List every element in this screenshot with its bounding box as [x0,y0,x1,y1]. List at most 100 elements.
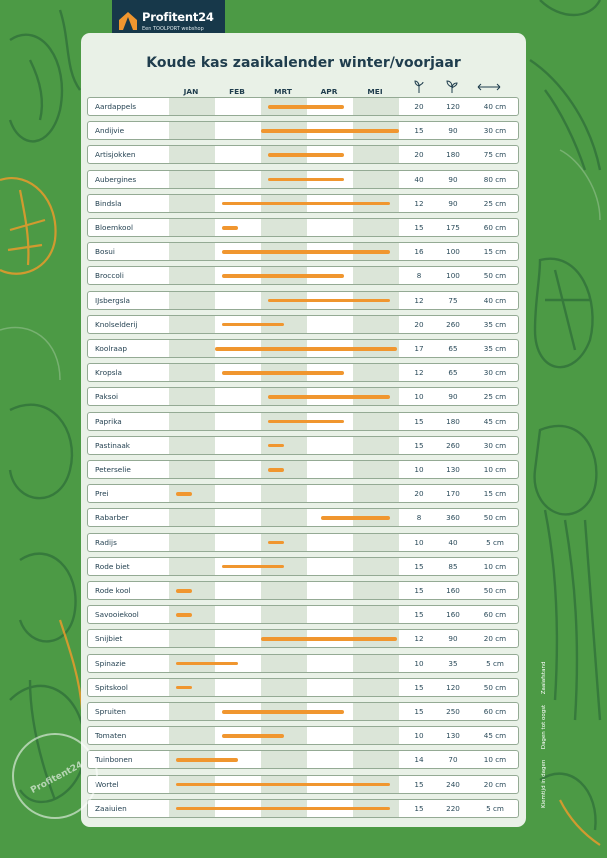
days-to-harvest: 85 [448,561,458,571]
days-to-harvest: 100 [446,271,460,281]
month-column-shade [169,582,215,599]
month-column-shade [169,98,215,115]
sowing-distance: 80 cm [483,174,507,184]
days-to-harvest: 260 [446,440,460,450]
crop-row: Spruiten 15 250 60 cm [87,702,519,721]
crop-name: Tomaten [95,731,127,741]
germination-days: 15 [414,126,424,136]
month-header-jan: JAN [183,87,199,96]
crop-row: Rode biet 15 85 10 cm [87,556,519,576]
germination-days: 10 [414,658,424,668]
sowing-period-bar [221,564,284,569]
legend-germination: Kiemtijd in dagen [541,759,547,808]
days-to-harvest: 130 [446,465,460,474]
month-column-shade [261,315,307,333]
days-to-harvest: 220 [446,803,460,813]
germination-days: 12 [414,198,424,208]
days-to-harvest: 180 [446,150,460,160]
crop-row: Radijs 10 40 5 cm [87,532,519,552]
sowing-period-bar [221,201,390,206]
germination-days: 12 [414,295,424,305]
days-to-harvest: 100 [446,247,460,257]
days-to-harvest: 180 [446,416,460,426]
germination-days: 16 [414,247,424,257]
month-column-shade [261,678,307,696]
month-column-shade [353,727,399,745]
crop-name: IJsbergsla [95,295,131,305]
month-column-shade [169,340,215,357]
days-to-harvest: 75 [448,295,458,305]
month-column-shade [261,461,307,478]
crop-row: Paprika 15 180 45 cm [87,411,519,431]
days-to-harvest: 90 [448,634,458,644]
sowing-distance: 50 cm [483,271,507,281]
spacing-arrow-icon [477,83,501,91]
sowing-period-bar [221,710,344,714]
crop-row: Broccoli 8 100 50 cm [87,266,519,286]
legend: Kiemtijd in dagen Dagen tot oogst Zaaiaf… [527,618,549,818]
month-column-shade [353,582,399,599]
sowing-distance: 30 cm [483,368,507,378]
sowing-distance: 30 cm [483,440,507,450]
sowing-period-bar [175,492,192,496]
seal-text: Profitent24 [29,760,85,796]
sowing-period-bar [267,177,344,182]
sowing-period-bar [267,153,344,157]
month-column-shade [353,703,399,720]
sowing-distance: 50 cm [483,586,507,595]
germination-days: 15 [414,416,424,426]
germination-days: 40 [414,174,424,184]
days-to-harvest: 130 [446,731,460,741]
month-column-shade [261,606,307,624]
month-column-shade [169,243,215,261]
sowing-period-bar [221,274,344,278]
month-column-shade [169,194,215,212]
crop-row: Spinazie 10 35 5 cm [87,653,519,673]
germination-days: 12 [414,634,424,644]
days-to-harvest: 240 [446,779,460,789]
sowing-distance: 30 cm [483,126,507,136]
days-to-harvest: 250 [446,707,460,716]
days-to-harvest: 260 [446,319,460,329]
crop-row: IJsbergsla 12 75 40 cm [87,290,519,310]
month-column-shade [169,461,215,478]
crop-row: Bindsla 12 90 25 cm [87,193,519,213]
germination-days: 10 [414,465,424,474]
days-to-harvest: 120 [446,102,460,111]
month-column-shade [169,703,215,720]
sowing-period-bar [221,250,390,254]
days-to-harvest: 70 [448,755,458,765]
month-column-shade [261,436,307,454]
days-to-harvest: 160 [446,610,460,620]
crop-name: Rode kool [95,586,131,595]
sowing-distance: 40 cm [483,102,507,111]
crop-name: Snijbiet [95,634,123,644]
month-column-shade [169,388,215,406]
sowing-period-bar [175,661,238,666]
crop-name: Savooiekool [95,610,139,620]
month-column-shade [261,654,307,672]
crop-row: Knolselderij 20 260 35 cm [87,314,519,334]
crop-name: Paksoi [95,392,119,402]
month-column-shade [169,219,215,236]
sowing-period-bar [221,322,284,327]
month-column-shade [353,485,399,503]
month-column-shade [353,219,399,236]
month-column-shade [353,98,399,115]
month-column-shade [169,267,215,285]
month-column-shade [353,412,399,430]
month-column-shade [261,557,307,575]
month-column-shade [261,582,307,599]
sowing-distance: 5 cm [486,658,504,668]
month-column-shade [353,461,399,478]
sowing-distance: 25 cm [483,198,507,208]
legend-harvest: Dagen tot oogst [541,704,547,750]
month-column-shade [169,436,215,454]
sowing-distance: 10 cm [483,561,507,571]
sowing-period-bar [221,226,238,230]
month-column-shade [169,533,215,551]
month-column-shade [353,315,399,333]
month-column-shade [353,606,399,624]
crop-row: Spitskool 15 120 50 cm [87,677,519,697]
crop-table: Aardappels 20 120 40 cm Andijvie 15 90 30 cm Art… [81,33,526,827]
